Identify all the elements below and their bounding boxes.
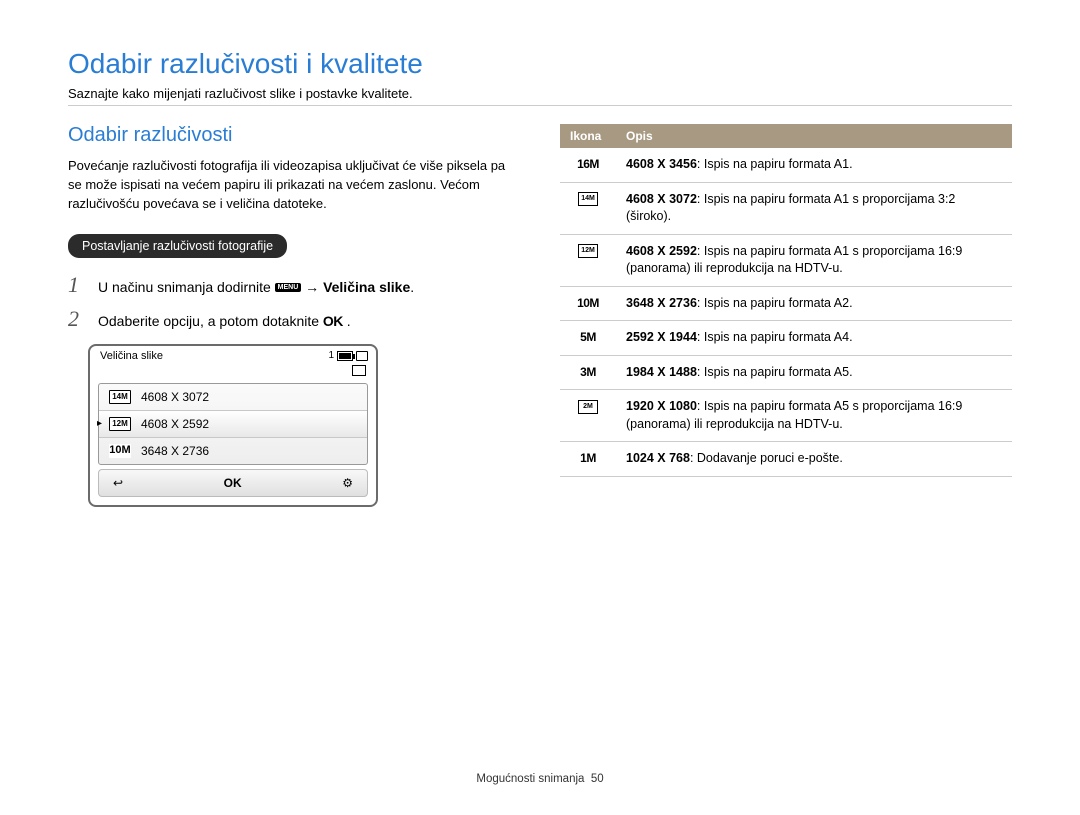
step-2: 2 Odaberite opciju, a potom dotaknite OK… [68,308,520,332]
step-text: U načinu snimanja dodirnite MENU → Velič… [98,274,414,298]
page-footer: Mogućnosti snimanja 50 [0,773,1080,785]
resolution-desc: : Ispis na papiru formata A1. [697,157,853,171]
icon-cell: 12M [560,234,616,286]
size-box-icon: 14M [578,192,598,206]
resolution-table: Ikona Opis 16M4608 X 3456: Ispis na papi… [560,124,1012,477]
table-row: 12M 4608 X 2592: Ispis na papiru formata … [560,234,1012,286]
manual-page: Odabir razlučivosti i kvalitete Saznajte… [0,0,1080,507]
resolution-value: 1984 X 1488 [626,365,697,379]
ok-button[interactable]: OK [224,476,242,490]
camera-count: 1 [328,350,334,361]
ok-icon: OK [323,313,343,329]
camera-option-row[interactable]: 14M 4608 X 3072 [99,384,367,411]
size-text-icon: 16M [577,156,599,173]
desc-cell: 4608 X 3456: Ispis na papiru formata A1. [616,148,1012,182]
icon-cell: 16M [560,148,616,182]
content-columns: Odabir razlučivosti Povećanje razlučivos… [68,124,1012,507]
icon-cell: 1M [560,442,616,477]
step-post: . [410,279,414,295]
size-text-icon: 3M [580,364,596,381]
size-box-icon: 12M [578,244,598,258]
settings-icon[interactable]: ⚙ [342,476,353,490]
resolution-value: 3648 X 2736 [626,296,697,310]
resolution-value: 2592 X 1944 [626,330,697,344]
camera-footer: ↩ OK ⚙ [98,469,368,497]
header-desc: Opis [616,124,1012,148]
divider [68,105,1012,106]
icon-cell: 5M [560,321,616,356]
memory-icon [356,351,368,361]
table-row: 3M 1984 X 1488: Ispis na papiru formata A… [560,355,1012,390]
resolution-desc: : Ispis na papiru formata A2. [697,296,853,310]
step-post: . [343,313,351,329]
step-number: 1 [68,274,86,296]
photo-icon [352,365,366,376]
page-title: Odabir razlučivosti i kvalitete [68,48,1012,80]
desc-cell: 3648 X 2736: Ispis na papiru formata A2. [616,286,1012,321]
camera-header: Veličina slike 1 [90,346,376,364]
page-subtitle: Saznajte kako mijenjati razlučivost slik… [68,86,1012,101]
desc-cell: 1920 X 1080: Ispis na papiru formata A5 … [616,390,1012,442]
resolution-icon: 10M [109,444,131,458]
step-arrow: → [301,279,323,295]
size-text-icon: 1M [580,450,596,467]
step-bold: Veličina slike [323,279,410,295]
table-row: 10M 3648 X 2736: Ispis na papiru formata … [560,286,1012,321]
footer-page-number: 50 [591,773,604,785]
table-row: 16M 4608 X 3456: Ispis na papiru formata … [560,148,1012,182]
table-header-row: Ikona Opis [560,124,1012,148]
resolution-label: 4608 X 2592 [141,417,209,431]
camera-option-row[interactable]: 10M 3648 X 2736 [99,438,367,464]
desc-cell: 2592 X 1944: Ispis na papiru formata A4. [616,321,1012,356]
step-pre: Odaberite opciju, a potom dotaknite [98,313,323,329]
resolution-value: 4608 X 3072 [626,192,697,206]
size-text-icon: 10M [577,295,599,312]
menu-icon: MENU [275,283,302,292]
icon-cell: 14M [560,182,616,234]
table-row: 5M 2592 X 1944: Ispis na papiru formata A… [560,321,1012,356]
size-box-icon: 2M [578,400,598,414]
camera-option-row[interactable]: 12M 4608 X 2592 [99,411,367,438]
resolution-label: 4608 X 3072 [141,390,209,404]
camera-option-list: 14M 4608 X 3072 12M 4608 X 2592 10M 3648… [98,383,368,465]
step-pre: U načinu snimanja dodirnite [98,279,275,295]
resolution-label: 3648 X 2736 [141,444,209,458]
icon-cell: 10M [560,286,616,321]
camera-screenshot: Veličina slike 1 14M 4608 X 3072 [88,344,378,507]
header-icon: Ikona [560,124,616,148]
resolution-value: 4608 X 2592 [626,244,697,258]
subsection-pill: Postavljanje razlučivosti fotografije [68,234,287,258]
desc-cell: 4608 X 2592: Ispis na papiru formata A1 … [616,234,1012,286]
left-column: Odabir razlučivosti Povećanje razlučivos… [68,124,520,507]
camera-header-status: 1 [328,350,368,361]
resolution-desc: : Dodavanje poruci e-pošte. [690,451,843,465]
icon-cell: 3M [560,355,616,390]
step-1: 1 U načinu snimanja dodirnite MENU → Vel… [68,274,520,298]
camera-header-title: Veličina slike [100,350,163,362]
step-number: 2 [68,308,86,330]
desc-cell: 1024 X 768: Dodavanje poruci e-pošte. [616,442,1012,477]
table-row: 14M 4608 X 3072: Ispis na papiru formata … [560,182,1012,234]
resolution-value: 1024 X 768 [626,451,690,465]
intro-paragraph: Povećanje razlučivosti fotografija ili v… [68,157,520,214]
table-row: 2M 1920 X 1080: Ispis na papiru formata A… [560,390,1012,442]
section-title: Odabir razlučivosti [68,124,520,147]
resolution-icon: 14M [109,390,131,404]
resolution-desc: : Ispis na papiru formata A5. [697,365,853,379]
resolution-desc: : Ispis na papiru formata A4. [697,330,853,344]
right-column: Ikona Opis 16M4608 X 3456: Ispis na papi… [560,124,1012,507]
size-text-icon: 5M [580,329,596,346]
desc-cell: 4608 X 3072: Ispis na papiru formata A1 … [616,182,1012,234]
footer-section: Mogućnosti snimanja [476,773,584,785]
resolution-value: 1920 X 1080 [626,399,697,413]
desc-cell: 1984 X 1488: Ispis na papiru formata A5. [616,355,1012,390]
resolution-icon: 12M [109,417,131,431]
table-row: 1M 1024 X 768: Dodavanje poruci e-pošte. [560,442,1012,477]
camera-side-icons [90,364,376,381]
resolution-value: 4608 X 3456 [626,157,697,171]
back-icon[interactable]: ↩ [113,476,123,490]
step-text: Odaberite opciju, a potom dotaknite OK . [98,308,351,332]
battery-icon [337,351,353,361]
icon-cell: 2M [560,390,616,442]
